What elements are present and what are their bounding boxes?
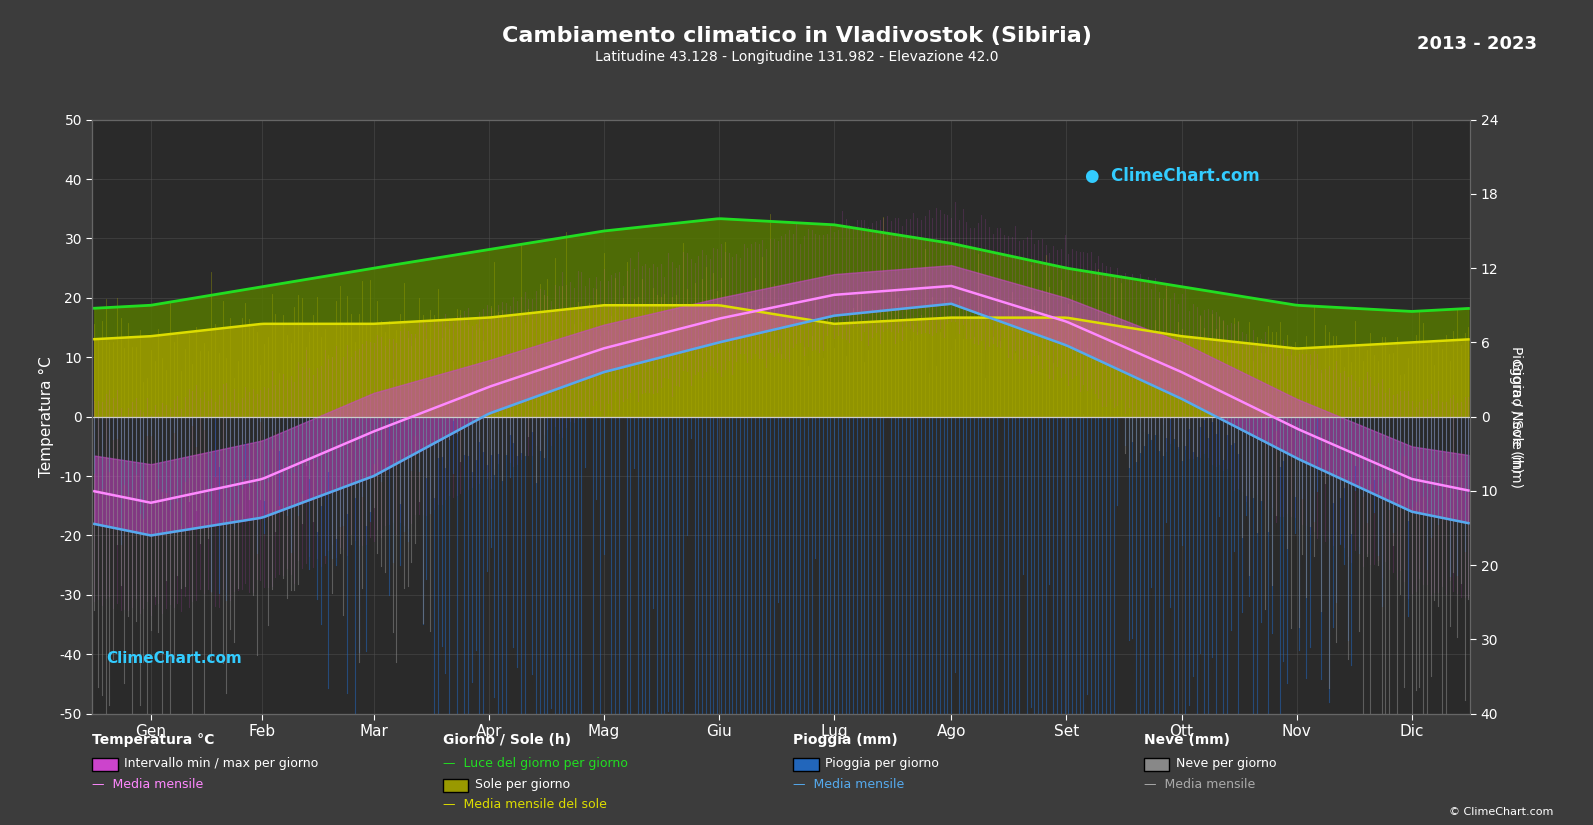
Text: —  Media mensile: — Media mensile: [92, 778, 204, 791]
Text: Sole per giorno: Sole per giorno: [475, 778, 570, 791]
Y-axis label: Temperatura °C: Temperatura °C: [38, 356, 54, 477]
Text: ClimeChart.com: ClimeChart.com: [107, 651, 242, 666]
Text: ●  ClimeChart.com: ● ClimeChart.com: [1085, 167, 1258, 185]
Text: —  Luce del giorno per giorno: — Luce del giorno per giorno: [443, 757, 628, 771]
Text: Cambiamento climatico in Vladivostok (Sibiria): Cambiamento climatico in Vladivostok (Si…: [502, 26, 1091, 46]
Text: © ClimeChart.com: © ClimeChart.com: [1448, 807, 1553, 817]
Text: —  Media mensile del sole: — Media mensile del sole: [443, 799, 607, 812]
Text: Pioggia (mm): Pioggia (mm): [793, 733, 898, 747]
Text: Temperatura °C: Temperatura °C: [92, 733, 215, 747]
Text: Intervallo min / max per giorno: Intervallo min / max per giorno: [124, 757, 319, 771]
Text: 2013 - 2023: 2013 - 2023: [1418, 35, 1537, 53]
Y-axis label: Giorno / Sole (h): Giorno / Sole (h): [1510, 361, 1523, 473]
Text: Pioggia per giorno: Pioggia per giorno: [825, 757, 938, 771]
Text: —  Media mensile: — Media mensile: [1144, 778, 1255, 791]
Text: Neve (mm): Neve (mm): [1144, 733, 1230, 747]
Text: Neve per giorno: Neve per giorno: [1176, 757, 1276, 771]
Text: Latitudine 43.128 - Longitudine 131.982 - Elevazione 42.0: Latitudine 43.128 - Longitudine 131.982 …: [594, 50, 999, 64]
Y-axis label: Pioggia / Neve (mm): Pioggia / Neve (mm): [1510, 346, 1523, 488]
Text: —  Media mensile: — Media mensile: [793, 778, 905, 791]
Text: Giorno / Sole (h): Giorno / Sole (h): [443, 733, 570, 747]
